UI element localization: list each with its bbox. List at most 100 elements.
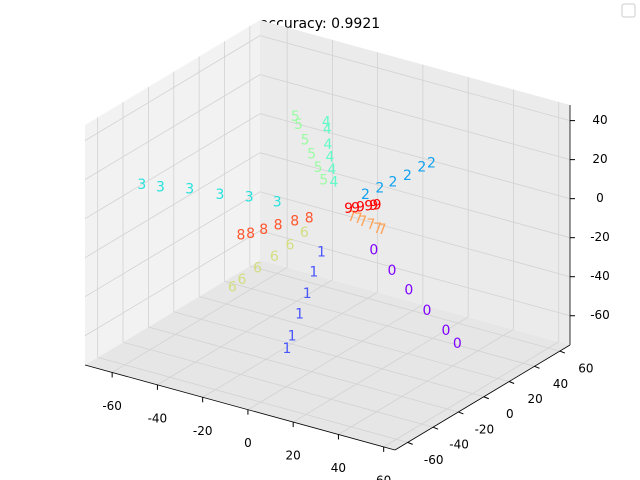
y-tick bbox=[534, 365, 540, 369]
y-tick-label: -20 bbox=[475, 422, 495, 436]
digit-point: 4 bbox=[323, 122, 332, 138]
x-tick-label: 40 bbox=[331, 461, 346, 475]
y-tick-label: 60 bbox=[578, 362, 593, 376]
digit-point: 3 bbox=[216, 187, 225, 203]
digit-point: 7 bbox=[354, 211, 363, 227]
digit-point: 4 bbox=[326, 149, 335, 165]
digit-point: 0 bbox=[453, 336, 462, 352]
grid-line bbox=[202, 291, 378, 398]
grid-line bbox=[224, 280, 535, 367]
grid-line bbox=[259, 230, 571, 317]
left-pane bbox=[85, 20, 260, 365]
digit-point: 3 bbox=[156, 179, 165, 195]
grid-line bbox=[173, 311, 484, 398]
grid-line bbox=[247, 304, 424, 411]
y-tick bbox=[432, 426, 439, 430]
grid-line bbox=[292, 316, 469, 423]
y-tick bbox=[508, 381, 515, 384]
x-tick-label: -60 bbox=[102, 399, 122, 413]
y-tick bbox=[483, 396, 489, 400]
digit-point: 5 bbox=[291, 109, 300, 125]
digit-point: 2 bbox=[417, 159, 426, 175]
digit-point: 0 bbox=[442, 323, 451, 339]
digit-point: 8 bbox=[259, 222, 268, 238]
digit-point: 3 bbox=[137, 177, 146, 193]
digit-point: 5 bbox=[314, 160, 323, 176]
x-tick-label: 20 bbox=[286, 449, 301, 463]
y-tick bbox=[559, 350, 566, 354]
digit-point: 4 bbox=[322, 114, 331, 130]
legend-box bbox=[621, 3, 636, 18]
digit-point: 8 bbox=[237, 228, 246, 244]
digit-point: 9 bbox=[344, 201, 353, 217]
z-tick-label: -60 bbox=[590, 308, 610, 322]
digit-point: 2 bbox=[375, 180, 384, 196]
grid-line bbox=[84, 113, 261, 220]
x-tick-label: 0 bbox=[244, 436, 252, 450]
x-tick-label: 60 bbox=[376, 473, 391, 480]
y-tick bbox=[407, 441, 413, 445]
digit-point: 7 bbox=[366, 217, 375, 233]
y-tick-label: -60 bbox=[424, 453, 444, 467]
digit-point: 5 bbox=[294, 117, 303, 133]
digit-point: 5 bbox=[301, 133, 310, 149]
grid-line bbox=[259, 113, 571, 200]
y-tick-label: 40 bbox=[553, 377, 568, 391]
grid-line bbox=[259, 152, 571, 239]
digit-point: 6 bbox=[270, 249, 279, 265]
y-tick bbox=[458, 411, 464, 415]
grid-line bbox=[111, 267, 288, 373]
digit-point: 3 bbox=[273, 194, 282, 210]
digit-point: 1 bbox=[309, 265, 318, 281]
y-tick-label: -40 bbox=[449, 438, 469, 452]
z-tick-label: 40 bbox=[592, 113, 607, 127]
z-tick-label: 20 bbox=[592, 152, 607, 166]
grid-line bbox=[84, 74, 261, 180]
digit-point: 6 bbox=[228, 280, 237, 296]
digit-point: 4 bbox=[328, 162, 337, 178]
z-tick-label: 0 bbox=[596, 191, 604, 205]
digit-point: 8 bbox=[274, 217, 283, 233]
digit-point: 3 bbox=[245, 189, 254, 205]
digit-point: 1 bbox=[317, 244, 326, 260]
grid-line bbox=[84, 35, 261, 141]
axis-line bbox=[84, 364, 396, 451]
digit-point: 1 bbox=[288, 328, 297, 344]
grid-line bbox=[383, 341, 559, 448]
grid-line bbox=[259, 191, 571, 278]
y-tick-label: 20 bbox=[527, 392, 542, 406]
digit-point: 5 bbox=[307, 146, 316, 162]
digit-point: 2 bbox=[427, 156, 436, 172]
y-tick-label: 0 bbox=[506, 407, 514, 421]
digit-point: 0 bbox=[388, 263, 397, 279]
digit-point: 7 bbox=[347, 209, 356, 225]
grid-line bbox=[97, 357, 408, 443]
digit-point: 2 bbox=[403, 168, 412, 184]
digit-point: 6 bbox=[300, 225, 309, 241]
digit-point: 9 bbox=[369, 198, 378, 214]
digit-point: 4 bbox=[330, 174, 339, 190]
x-tick-label: -20 bbox=[193, 424, 213, 438]
grid-line bbox=[84, 230, 261, 337]
digit-point: 9 bbox=[356, 200, 365, 216]
grid-line bbox=[259, 35, 571, 121]
digit-point: 7 bbox=[373, 221, 382, 237]
digit-point: 0 bbox=[404, 283, 413, 299]
digit-point: 0 bbox=[369, 243, 378, 259]
z-tick-label: -20 bbox=[590, 230, 610, 244]
back-pane bbox=[260, 20, 570, 345]
grid-line bbox=[338, 329, 514, 435]
grid-line bbox=[199, 296, 510, 382]
digit-point: 2 bbox=[389, 174, 398, 190]
digit-point: 8 bbox=[246, 226, 255, 242]
digit-point: 6 bbox=[238, 272, 247, 288]
z-tick-label: -40 bbox=[590, 269, 610, 283]
digit-point: 5 bbox=[319, 173, 328, 189]
digit-point: 8 bbox=[290, 213, 299, 229]
digit-point: 9 bbox=[351, 201, 360, 217]
digit-point: 6 bbox=[253, 261, 262, 277]
digit-point: 0 bbox=[422, 303, 431, 319]
grid-line bbox=[249, 265, 560, 352]
